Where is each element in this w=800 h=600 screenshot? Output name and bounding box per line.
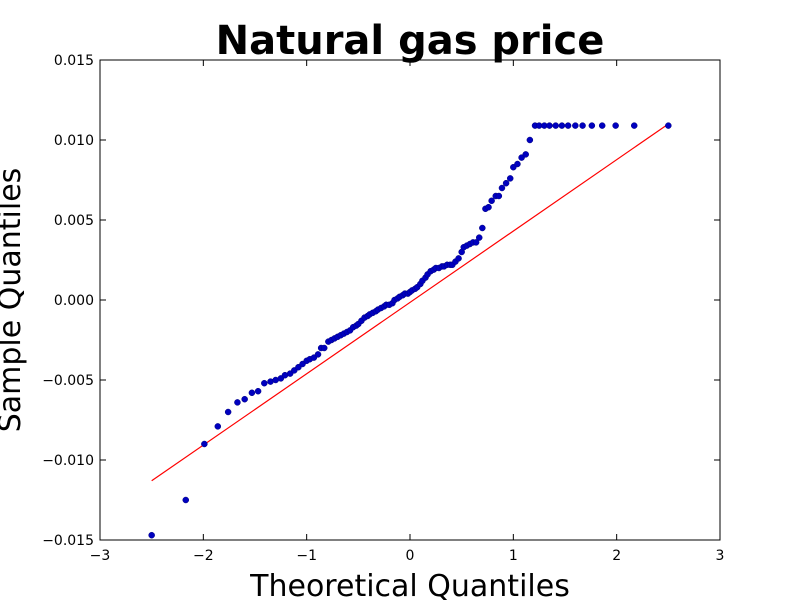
data-point [526, 136, 534, 144]
data-point [214, 423, 222, 430]
plot-frame [99, 59, 721, 541]
data-point [588, 122, 596, 129]
data-point [630, 122, 638, 129]
data-point [254, 387, 262, 395]
data-point [455, 255, 462, 262]
x-tick-label: 3 [716, 548, 725, 564]
data-point [248, 389, 256, 397]
chart-title: Natural gas price [216, 18, 605, 64]
data-point [665, 122, 672, 129]
data-point [546, 122, 553, 129]
data-point [522, 151, 529, 158]
data-point [148, 531, 155, 539]
data-point [564, 122, 572, 129]
x-tick-label: −3 [90, 548, 111, 564]
y-tick-label: 0.000 [54, 293, 94, 309]
axis-ticks: −3 −2 −1 0 1 2 3 0.015 0.010 0.005 0.000 −0.005 −0.0… [42, 53, 724, 564]
y-tick-label: 0.015 [54, 53, 94, 69]
y-axis-label: Sample Quantiles [0, 168, 28, 433]
data-point [234, 399, 241, 406]
data-point [314, 351, 322, 358]
data-point [514, 160, 521, 168]
data-point [479, 224, 486, 232]
data-point [495, 192, 503, 200]
x-tick-label: 2 [612, 548, 621, 564]
data-point [472, 239, 480, 246]
data-point [224, 408, 232, 416]
plot-marks [148, 122, 672, 539]
data-point [201, 440, 208, 448]
data-point [598, 122, 606, 129]
data-point [488, 197, 495, 205]
data-point [241, 395, 248, 403]
reference-line [151, 123, 669, 482]
data-point [320, 344, 328, 352]
data-point [612, 122, 619, 129]
data-point [475, 234, 483, 241]
x-tick-label: −2 [193, 548, 214, 564]
x-tick-label: 1 [509, 548, 518, 564]
y-tick-label: −0.015 [42, 533, 94, 549]
data-point [498, 184, 506, 192]
data-point [182, 496, 190, 504]
y-tick-label: 0.010 [54, 133, 94, 149]
x-tick-label: 0 [406, 548, 415, 564]
data-point [572, 122, 579, 129]
y-tick-label: −0.005 [42, 373, 94, 389]
data-point [506, 175, 514, 182]
x-tick-label: −1 [296, 548, 317, 564]
data-point [502, 179, 510, 187]
data-point [579, 122, 586, 129]
y-tick-label: −0.010 [42, 453, 94, 469]
y-tick-label: 0.005 [54, 213, 94, 229]
data-point [261, 379, 268, 387]
x-axis-label: Theoretical Quantiles [249, 569, 570, 600]
data-point [552, 122, 559, 129]
data-point [558, 122, 566, 129]
data-point [485, 203, 492, 211]
